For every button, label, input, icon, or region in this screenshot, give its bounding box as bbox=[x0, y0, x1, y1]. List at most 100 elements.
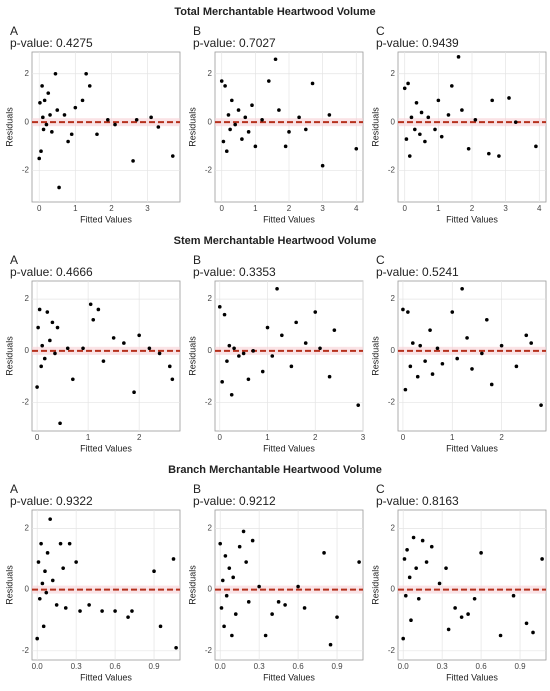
data-point bbox=[250, 538, 255, 543]
data-point bbox=[130, 609, 134, 613]
data-point bbox=[233, 612, 238, 616]
y-tick-label: 0 bbox=[208, 117, 213, 126]
p-value: p-value: 0.5241 bbox=[376, 265, 459, 279]
data-point bbox=[277, 108, 281, 112]
data-point bbox=[270, 612, 274, 616]
data-point bbox=[223, 84, 227, 88]
x-tick-label: 2 bbox=[287, 204, 292, 213]
x-tick-label: 0.0 bbox=[32, 662, 44, 671]
y-tick-label: 0 bbox=[391, 585, 396, 594]
data-point bbox=[44, 122, 49, 127]
data-point bbox=[55, 108, 60, 112]
x-tick-label: 2 bbox=[470, 204, 475, 213]
data-point bbox=[35, 636, 39, 641]
data-point bbox=[275, 286, 279, 291]
data-point bbox=[42, 98, 47, 103]
data-point bbox=[122, 341, 126, 345]
data-point bbox=[237, 354, 241, 358]
data-point bbox=[78, 609, 82, 613]
data-point bbox=[409, 618, 413, 623]
data-point bbox=[260, 117, 264, 122]
data-point bbox=[226, 113, 231, 117]
data-point bbox=[539, 403, 543, 407]
y-tick-label: -2 bbox=[22, 398, 30, 407]
data-point bbox=[241, 529, 246, 534]
p-value: p-value: 0.7027 bbox=[193, 36, 276, 50]
data-point bbox=[147, 346, 152, 351]
data-point bbox=[534, 144, 538, 149]
data-point bbox=[88, 302, 93, 307]
data-point bbox=[466, 146, 471, 151]
x-axis-label: Fitted Values bbox=[80, 214, 132, 224]
data-point bbox=[531, 630, 535, 635]
data-point bbox=[296, 584, 300, 589]
data-point bbox=[41, 115, 45, 120]
x-tick-label: 1 bbox=[73, 204, 78, 213]
data-point bbox=[113, 609, 117, 613]
data-point bbox=[228, 127, 232, 132]
data-point bbox=[514, 364, 519, 369]
data-point bbox=[132, 390, 136, 395]
data-point bbox=[297, 115, 301, 120]
data-point bbox=[224, 593, 229, 598]
y-tick-label: 0 bbox=[391, 117, 396, 126]
y-tick-label: -2 bbox=[205, 166, 213, 175]
data-point bbox=[223, 554, 228, 558]
data-point bbox=[251, 349, 255, 353]
x-tick-label: 0 bbox=[35, 433, 40, 442]
data-point bbox=[405, 547, 409, 552]
data-point bbox=[459, 615, 464, 619]
x-tick-label: 0 bbox=[220, 204, 225, 213]
data-point bbox=[66, 139, 70, 144]
data-point bbox=[473, 117, 478, 122]
data-point bbox=[100, 609, 104, 613]
y-tick-label: -2 bbox=[22, 646, 30, 655]
data-point bbox=[513, 120, 518, 124]
data-point bbox=[414, 566, 418, 570]
data-point bbox=[357, 560, 361, 564]
data-point bbox=[320, 163, 325, 168]
data-point bbox=[53, 351, 57, 356]
data-point bbox=[265, 325, 270, 330]
data-point bbox=[37, 307, 42, 312]
data-point bbox=[57, 185, 61, 190]
data-point bbox=[497, 154, 501, 158]
y-axis-label: Residuals bbox=[4, 565, 14, 605]
x-tick-label: 1 bbox=[436, 204, 441, 213]
data-point bbox=[404, 137, 409, 141]
data-point bbox=[106, 117, 110, 122]
x-tick-label: 0.0 bbox=[215, 662, 227, 671]
data-point bbox=[302, 606, 307, 610]
data-point bbox=[50, 578, 55, 583]
y-tick-label: 2 bbox=[25, 294, 30, 303]
x-tick-label: 3 bbox=[320, 204, 325, 213]
data-point bbox=[283, 144, 288, 149]
x-tick-label: 2 bbox=[499, 433, 504, 442]
data-point bbox=[227, 343, 232, 348]
data-point bbox=[241, 351, 246, 356]
data-point bbox=[426, 115, 431, 120]
data-point bbox=[246, 377, 251, 382]
data-point bbox=[71, 377, 75, 382]
y-tick-label: 0 bbox=[208, 346, 213, 355]
data-point bbox=[529, 341, 533, 345]
data-point bbox=[322, 551, 326, 555]
data-point bbox=[327, 113, 332, 117]
data-point bbox=[244, 560, 248, 564]
data-point bbox=[217, 305, 222, 309]
x-tick-label: 0 bbox=[37, 204, 42, 213]
panel-letter: A bbox=[10, 253, 18, 267]
data-point bbox=[287, 130, 291, 134]
x-axis-label: Fitted Values bbox=[80, 443, 132, 453]
data-point bbox=[439, 134, 444, 139]
y-tick-label: 0 bbox=[25, 585, 30, 594]
y-axis-label: Residuals bbox=[187, 107, 197, 147]
data-point bbox=[304, 127, 308, 132]
data-point bbox=[113, 122, 117, 127]
data-point bbox=[134, 117, 139, 122]
y-tick-label: 2 bbox=[208, 523, 213, 532]
x-tick-label: 0.0 bbox=[398, 662, 410, 671]
data-point bbox=[289, 364, 294, 369]
data-point bbox=[220, 578, 225, 583]
